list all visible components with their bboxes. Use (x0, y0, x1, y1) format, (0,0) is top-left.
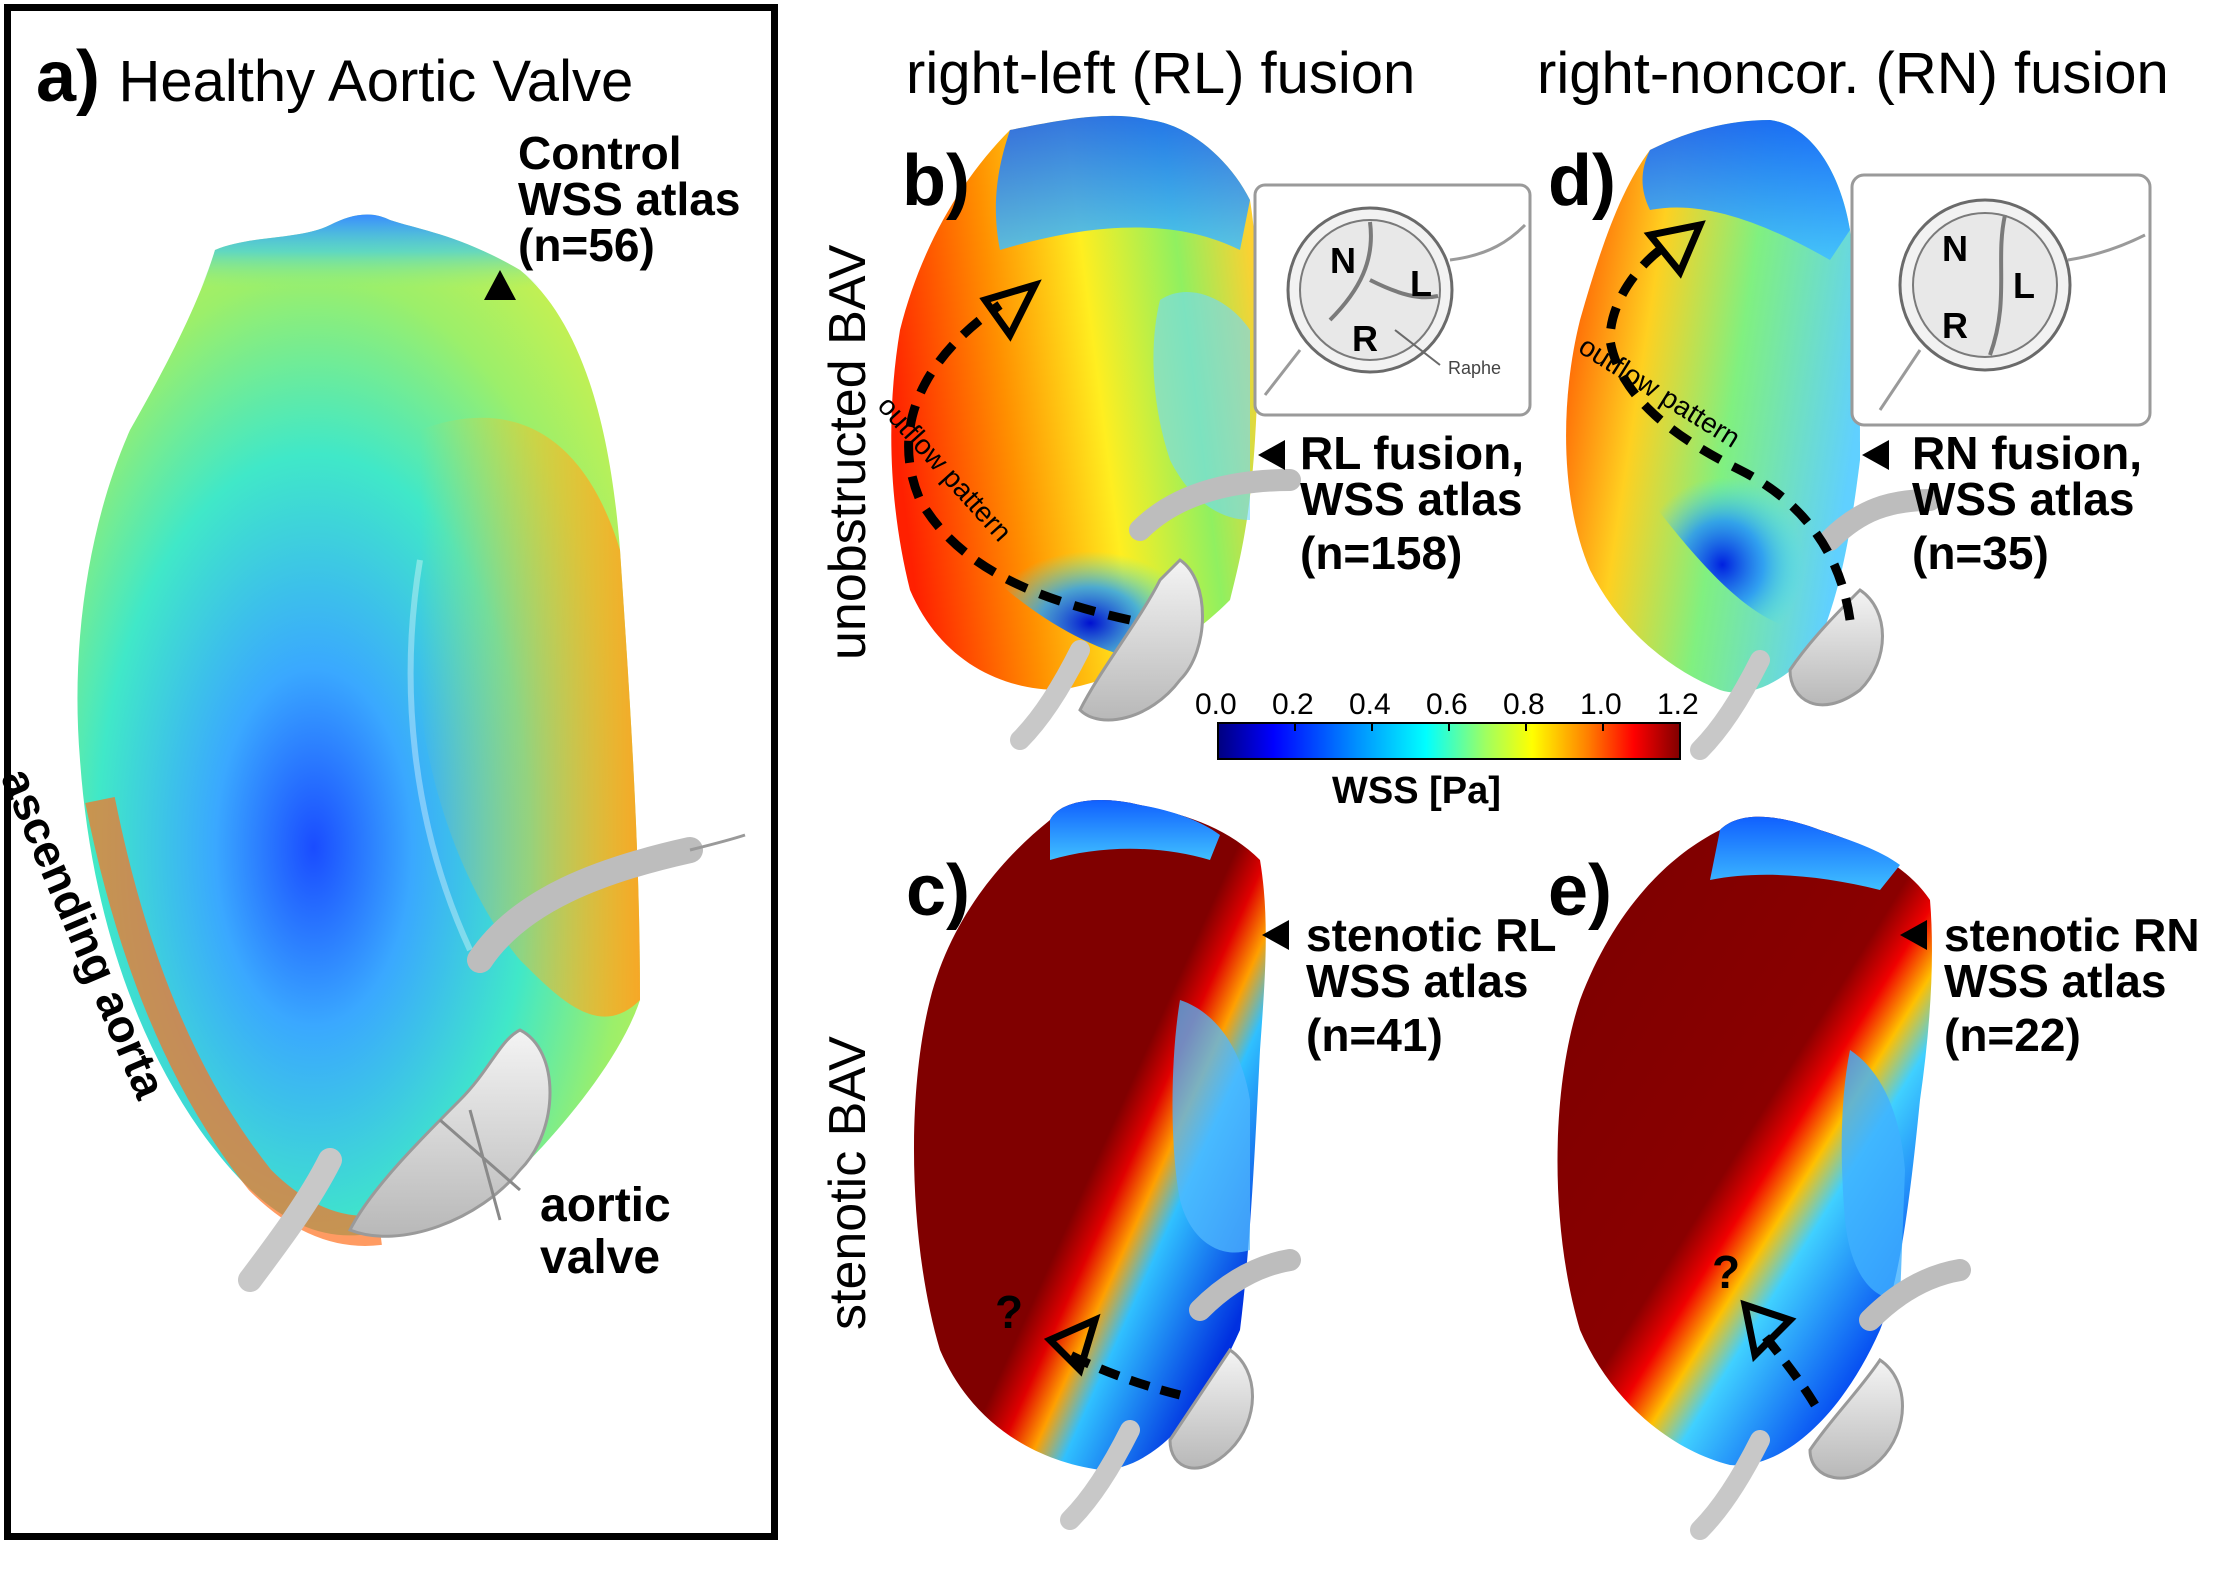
colorbar-label: WSS [Pa] (1332, 770, 1501, 812)
panel-a-valve-label: aortic valve (540, 1180, 671, 1284)
panel-b-inset-r: R (1352, 318, 1378, 359)
panel-c-valve (1060, 1249, 1301, 1530)
panel-d-valve (1690, 489, 1941, 760)
panel-b-outflow-arrow (904, 301, 1131, 625)
panel-e-atlas-label: stenotic RN WSS atlas (n=22) (1944, 912, 2200, 1058)
panel-b-inset-n: N (1330, 240, 1356, 281)
panel-c-arrowhead-icon (1043, 1313, 1101, 1377)
panel-a-atlas-line1: Control (518, 127, 682, 179)
colorbar-tick-label: 0.0 (1195, 688, 1237, 721)
panel-b-atlas-line2: WSS atlas (1300, 473, 1523, 525)
colorbar-tick-label: 0.2 (1272, 688, 1314, 721)
panel-b-letter: b) (902, 141, 970, 221)
panel-b-atlas-line3: (n=158) (1300, 527, 1463, 579)
panel-c-atlas-label: stenotic RL WSS atlas (n=41) (1306, 912, 1556, 1058)
panel-b-atlas-label: RL fusion, WSS atlas (n=158) (1300, 430, 1524, 576)
panel-d-pointer-icon (1862, 440, 1889, 470)
panel-a-header: a) Healthy Aortic Valve (36, 36, 633, 118)
panel-a-pointer-icon (484, 270, 516, 300)
panel-a-valve (238, 833, 746, 1292)
panel-a-frame (4, 4, 778, 1540)
row-label-unobstructed: unobstructed BAV (819, 244, 877, 660)
panel-b-atlas-line1: RL fusion, (1300, 427, 1525, 479)
panel-e-outflow-arrow (1756, 1327, 1819, 1408)
panel-e-atlas-line2: WSS atlas (1944, 955, 2167, 1007)
panel-d-atlas-line2: WSS atlas (1912, 473, 2135, 525)
panel-d-inset-n: N (1942, 228, 1968, 269)
panel-d-inset-r: R (1942, 305, 1968, 346)
panel-b-inset-raphe: Raphe (1448, 358, 1502, 378)
colorbar-tick-label: 0.4 (1349, 688, 1391, 721)
panel-b-valve (1010, 469, 1301, 750)
panel-d-inset-l: L (2013, 265, 2035, 306)
panel-a-atlas-line3: (n=56) (518, 219, 655, 271)
panel-a-aorta (77, 214, 640, 1246)
colorbar-tick-label: 1.2 (1657, 688, 1699, 721)
panel-c-aorta (913, 800, 1266, 1470)
panel-d-atlas-line3: (n=35) (1912, 527, 2049, 579)
panel-a-valve-line2: valve (540, 1231, 661, 1284)
panel-c-atlas-line3: (n=41) (1306, 1009, 1443, 1061)
panel-a-atlas-label: Control WSS atlas (n=56) (518, 130, 740, 268)
colorbar-tick-label: 1.0 (1580, 688, 1622, 721)
panel-d-arrowhead-icon (1643, 220, 1706, 279)
panel-c-atlas-line2: WSS atlas (1306, 955, 1529, 1007)
panel-a-title: Healthy Aortic Valve (118, 49, 634, 114)
panel-a-atlas-line2: WSS atlas (518, 173, 741, 225)
panel-a-letter: a) (36, 37, 101, 117)
panel-e-pointer-icon (1900, 920, 1927, 950)
panel-c-question: ? (995, 1286, 1024, 1338)
panel-d-aorta (1566, 120, 1860, 693)
colorbar-tick-label: 0.8 (1503, 688, 1545, 721)
panel-e-letter: e) (1548, 851, 1613, 931)
column-title-rl: right-left (RL) fusion (906, 41, 1416, 106)
panel-d-atlas-label: RN fusion, WSS atlas (n=35) (1912, 430, 2142, 576)
panel-b-arrowhead-icon (979, 279, 1042, 342)
panel-e-arrowhead-icon (1740, 1299, 1797, 1363)
panel-e-valve (1690, 1259, 1971, 1540)
panel-a-valve-line1: aortic (540, 1179, 671, 1232)
panel-e-question: ? (1712, 1246, 1741, 1298)
panel-d-letter: d) (1548, 141, 1616, 221)
panel-b-aorta (891, 115, 1259, 691)
panel-b-inset (1253, 183, 1532, 417)
panel-e-atlas-line3: (n=22) (1944, 1009, 2081, 1061)
colorbar-ticks (1217, 723, 1681, 731)
row-label-stenotic: stenotic BAV (819, 1036, 877, 1330)
panel-e-aorta (1557, 816, 1932, 1466)
panel-d-outflow-arrow (1605, 246, 1855, 621)
panel-d-atlas-line1: RN fusion, (1912, 427, 2142, 479)
panel-d-inset (1850, 173, 2152, 427)
column-title-rn: right-noncor. (RN) fusion (1537, 41, 2169, 106)
panel-b-pointer-icon (1258, 440, 1285, 470)
panel-c-letter: c) (906, 851, 971, 931)
panel-c-pointer-icon (1262, 920, 1289, 950)
colorbar-tick-label: 0.6 (1426, 688, 1468, 721)
panel-c-atlas-line1: stenotic RL (1306, 909, 1557, 961)
panel-e-atlas-line1: stenotic RN (1944, 909, 2200, 961)
panel-b-inset-l: L (1410, 263, 1432, 304)
